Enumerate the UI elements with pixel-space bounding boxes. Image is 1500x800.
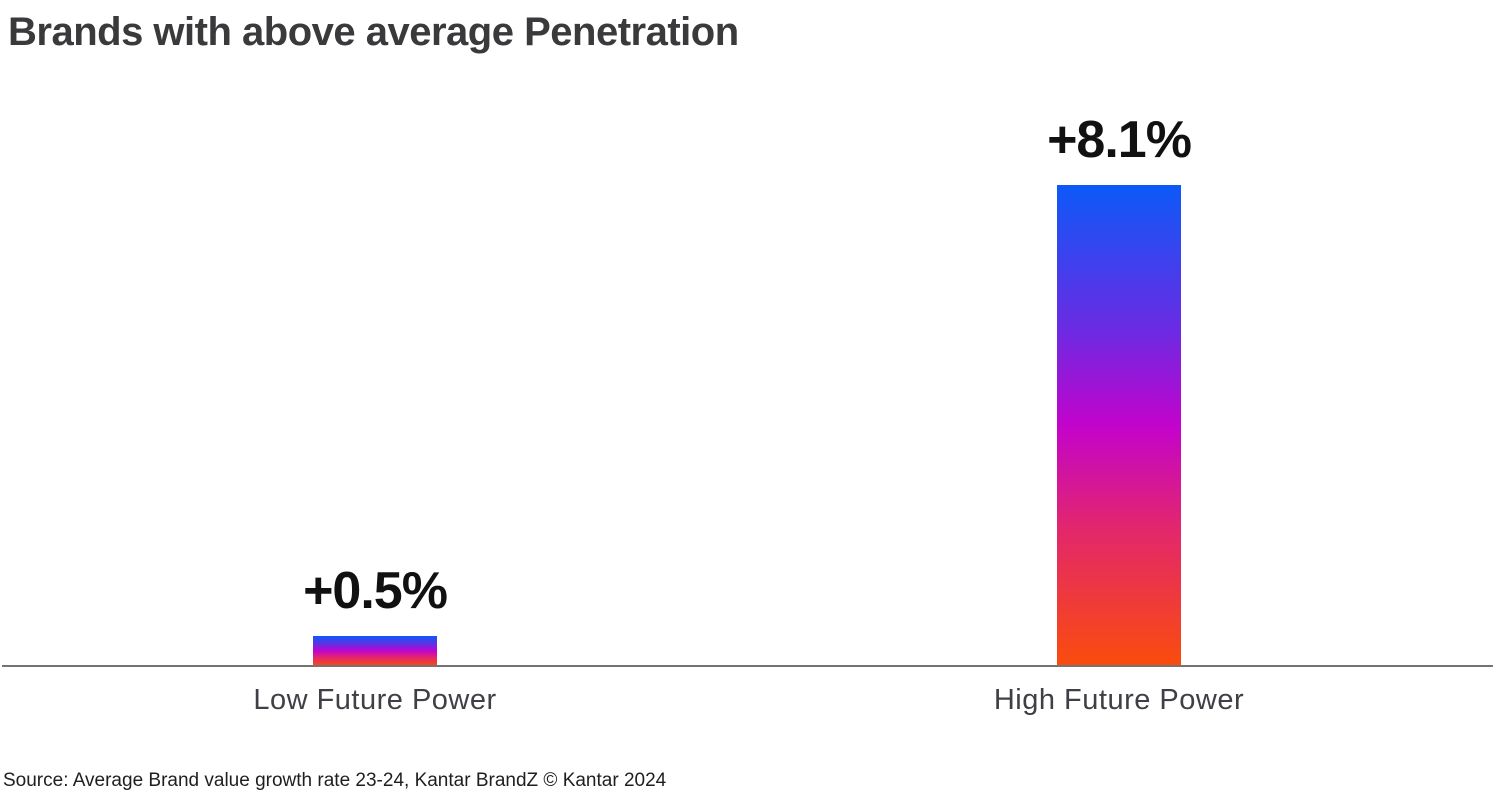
bar-low-future-power <box>313 636 437 666</box>
bar-high-future-power <box>1057 185 1181 666</box>
source-note: Source: Average Brand value growth rate … <box>3 770 667 791</box>
plot-area: +0.5% +8.1% <box>2 114 1493 667</box>
bar-group-high-future-power: +8.1% <box>1047 114 1192 666</box>
chart-title: Brands with above average Penetration <box>8 10 739 54</box>
x-axis-line <box>2 664 1493 667</box>
category-label-low-future-power: Low Future Power <box>253 684 497 716</box>
value-label-high: +8.1% <box>1047 111 1192 169</box>
category-label-high-future-power: High Future Power <box>993 684 1245 716</box>
bar-group-low-future-power: +0.5% <box>303 565 448 666</box>
value-label-low: +0.5% <box>303 562 448 620</box>
